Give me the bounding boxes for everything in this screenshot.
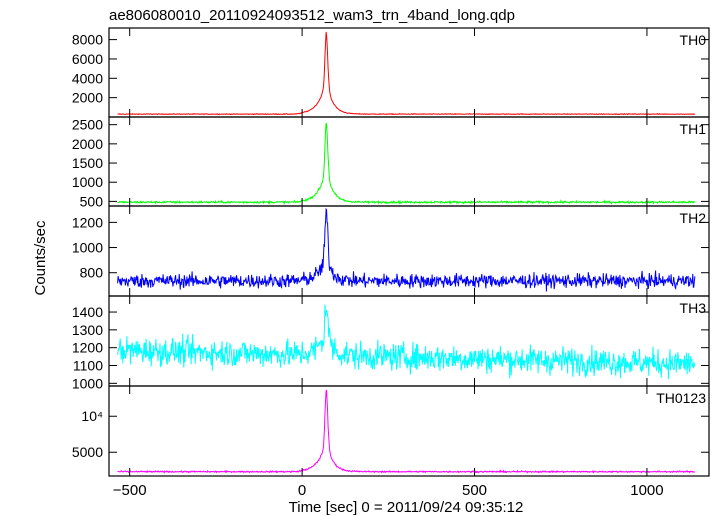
panel-frame — [108, 385, 710, 477]
series-th1-line — [117, 122, 695, 206]
y-tick-label: 2000 — [72, 90, 103, 106]
y-tick-label: 1200 — [72, 214, 103, 230]
panel-label: TH0123 — [656, 390, 706, 406]
x-axis-label: Time [sec] 0 = 2011/09/24 09:35:12 — [289, 499, 524, 516]
chart-title: ae806080010_20110924093512_wam3_trn_4ban… — [109, 7, 515, 24]
panel-th0: 2000 4000 6000 8000 TH0 — [72, 27, 710, 118]
y-tick-label: 6000 — [72, 51, 103, 67]
panel-th1: 500 1000 1500 2000 2500 TH1 — [72, 116, 710, 209]
series-th0123-line — [117, 389, 696, 474]
x-tick-label: 1000 — [630, 482, 663, 499]
y-tick-label: 4000 — [72, 70, 103, 86]
panel-frame — [108, 116, 710, 207]
y-tick-label: 10⁴ — [81, 408, 103, 424]
y-tick-label: 800 — [80, 265, 104, 281]
y-tick-label: 1400 — [72, 304, 103, 320]
y-tick-label: 1000 — [72, 240, 103, 256]
x-axis-ticks: −500 0 500 1000 — [113, 482, 664, 499]
panel-label: TH3 — [680, 300, 707, 316]
y-axis-label: Counts/sec — [32, 220, 49, 296]
y-tick-label: 8000 — [72, 32, 103, 48]
y-tick-label: 1300 — [72, 322, 103, 338]
y-tick-label: 5000 — [72, 444, 103, 460]
y-tick-label: 1200 — [72, 340, 103, 356]
series-th2-line — [117, 207, 696, 292]
panel-frame — [108, 295, 710, 387]
y-tick-label: 1100 — [73, 358, 103, 374]
panel-frame — [108, 27, 710, 118]
x-tick-label: 500 — [462, 482, 487, 499]
panel-label: TH0 — [680, 32, 707, 48]
y-tick-label: 1000 — [72, 174, 103, 190]
x-tick-label: −500 — [113, 482, 147, 499]
y-tick-label: 2500 — [72, 117, 103, 133]
panel-th2: 800 1000 1200 TH2 — [72, 205, 710, 297]
panel-label: TH2 — [680, 210, 707, 226]
panels: 2000 4000 6000 8000 TH0 500 1000 1500 2000 2500 TH… — [72, 27, 710, 477]
series-th3-line — [117, 304, 696, 380]
panel-th0123: 5000 10⁴ TH0123 — [72, 385, 710, 477]
series-th0-line — [117, 31, 695, 116]
y-tick-label: 500 — [80, 193, 104, 209]
y-tick-label: 1500 — [72, 155, 103, 171]
panel-label: TH1 — [680, 121, 707, 137]
y-tick-label: 1000 — [72, 375, 103, 391]
y-tick-label: 2000 — [72, 136, 103, 152]
x-tick-label: 0 — [298, 482, 306, 499]
